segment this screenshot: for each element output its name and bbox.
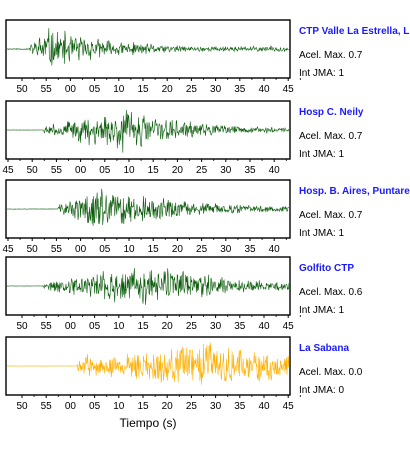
x-tick-label: 10 bbox=[113, 401, 125, 412]
waveform-trace bbox=[6, 268, 290, 305]
int-jma: Int JMA: 0 bbox=[299, 385, 344, 396]
panel-3: 45 50 55 00 05 10 15 20 25 30 35 40 Hosp. B. Aires, … bbox=[2, 179, 410, 255]
x-tick-label: 55 bbox=[51, 244, 63, 255]
x-tick-label: 05 bbox=[99, 244, 111, 255]
x-tick-label: 40 bbox=[258, 321, 270, 332]
x-tick-label: 40 bbox=[258, 84, 270, 95]
acel-max: Acel. Max. 0.0 bbox=[299, 367, 363, 378]
x-tick-label: 20 bbox=[162, 321, 174, 332]
x-tick-label: 25 bbox=[186, 321, 198, 332]
x-tick-label: 30 bbox=[220, 244, 232, 255]
x-tick-label: 45 bbox=[2, 244, 14, 255]
x-axis-label: Tiempo (s) bbox=[120, 416, 177, 430]
x-tick-label: 35 bbox=[244, 165, 256, 176]
x-tick-label: 30 bbox=[210, 321, 222, 332]
int-jma: Int JMA: 1 bbox=[299, 68, 344, 79]
x-tick-label: 20 bbox=[162, 401, 174, 412]
x-tick-label: 50 bbox=[16, 401, 28, 412]
x-tick-label: 10 bbox=[113, 321, 125, 332]
x-tick-label: 35 bbox=[234, 84, 246, 95]
x-tick-label: 40 bbox=[269, 244, 281, 255]
int-jma: Int JMA: 1 bbox=[299, 149, 344, 160]
panel-5: 50 55 00 05 10 15 20 25 30 35 40 45 La Sabana Acel. M… bbox=[5, 336, 363, 412]
x-tick-label: 40 bbox=[269, 165, 281, 176]
station-name: CTP Valle La Estrella, L bbox=[299, 26, 409, 37]
x-tick-label: 30 bbox=[210, 401, 222, 412]
x-tick-label: 50 bbox=[16, 84, 28, 95]
x-tick-label: 55 bbox=[41, 401, 53, 412]
x-tick-label: 10 bbox=[123, 244, 135, 255]
station-name: Hosp C. Neily bbox=[299, 107, 364, 118]
panel-1: 50 55 00 05 10 15 20 25 30 35 40 45 CTP Valle La Est… bbox=[5, 19, 409, 95]
station-name: Hosp. B. Aires, Puntare bbox=[299, 186, 410, 197]
x-tick-label: 25 bbox=[196, 244, 208, 255]
waveform-trace bbox=[6, 342, 290, 385]
x-tick-label: 00 bbox=[65, 321, 77, 332]
waveform-trace bbox=[6, 28, 290, 66]
x-tick-label: 05 bbox=[89, 401, 101, 412]
x-tick-label: 55 bbox=[41, 84, 53, 95]
x-tick-label: 25 bbox=[186, 401, 198, 412]
acel-max: Acel. Max. 0.7 bbox=[299, 131, 363, 142]
x-tick-label: 05 bbox=[89, 84, 101, 95]
x-tick-label: 50 bbox=[27, 165, 39, 176]
int-jma: Int JMA: 1 bbox=[299, 305, 344, 316]
x-tick-label: 20 bbox=[162, 84, 174, 95]
x-tick-label: 45 bbox=[283, 84, 295, 95]
x-tick-label: 00 bbox=[75, 244, 87, 255]
x-tick-label: 30 bbox=[220, 165, 232, 176]
panel-4: 50 55 00 05 10 15 20 25 30 35 40 45 Golfito CTP Acel.… bbox=[5, 256, 363, 332]
x-tick-label: 25 bbox=[186, 84, 198, 95]
x-tick-label: 00 bbox=[75, 165, 87, 176]
x-tick-label: 15 bbox=[137, 321, 149, 332]
x-tick-label: 05 bbox=[89, 321, 101, 332]
x-tick-label: 15 bbox=[148, 244, 160, 255]
x-tick-label: 15 bbox=[148, 165, 160, 176]
acel-max: Acel. Max. 0.7 bbox=[299, 50, 363, 61]
x-tick-label: 55 bbox=[51, 165, 63, 176]
x-tick-label: 55 bbox=[41, 321, 53, 332]
acel-max: Acel. Max. 0.6 bbox=[299, 287, 363, 298]
station-name: Golfito CTP bbox=[299, 263, 354, 274]
x-tick-label: 35 bbox=[234, 321, 246, 332]
x-tick-label: 20 bbox=[172, 244, 184, 255]
x-tick-label: 35 bbox=[244, 244, 256, 255]
waveform-trace bbox=[6, 110, 290, 153]
x-tick-label: 50 bbox=[16, 321, 28, 332]
x-tick-label: 35 bbox=[234, 401, 246, 412]
x-tick-label: 25 bbox=[196, 165, 208, 176]
x-tick-label: 05 bbox=[99, 165, 111, 176]
station-name: La Sabana bbox=[299, 343, 349, 354]
acel-max: Acel. Max. 0.7 bbox=[299, 210, 363, 221]
panel-2: 45 50 55 00 05 10 15 20 25 30 35 40 Hosp C. Neily Ace… bbox=[2, 100, 364, 176]
x-tick-label: 50 bbox=[27, 244, 39, 255]
x-tick-label: 10 bbox=[113, 84, 125, 95]
x-tick-label: 00 bbox=[65, 401, 77, 412]
waveform-trace bbox=[6, 188, 290, 226]
x-tick-label: 45 bbox=[283, 401, 295, 412]
x-tick-label: 30 bbox=[210, 84, 222, 95]
x-tick-label: 45 bbox=[283, 321, 295, 332]
x-tick-label: 45 bbox=[2, 165, 14, 176]
x-tick-label: 20 bbox=[172, 165, 184, 176]
int-jma: Int JMA: 1 bbox=[299, 228, 344, 239]
x-tick-label: 15 bbox=[137, 401, 149, 412]
panel-frame bbox=[5, 100, 291, 160]
x-tick-label: 15 bbox=[137, 84, 149, 95]
x-tick-label: 40 bbox=[258, 401, 270, 412]
x-tick-label: 00 bbox=[65, 84, 77, 95]
x-tick-label: 10 bbox=[123, 165, 135, 176]
